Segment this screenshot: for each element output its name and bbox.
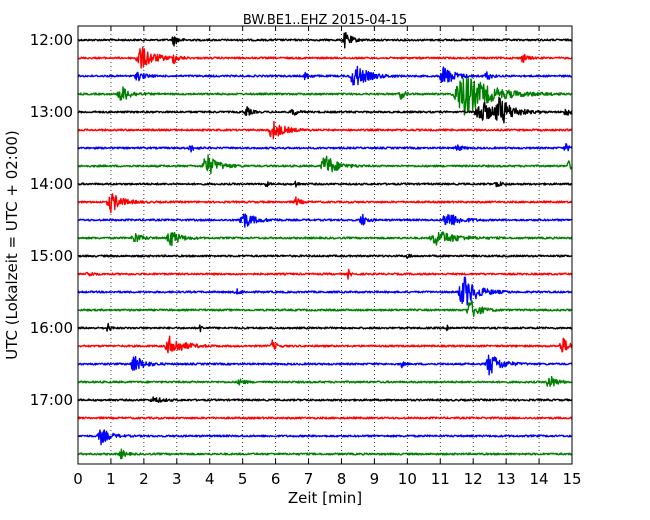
plot-frame xyxy=(77,25,573,465)
trace-1630 xyxy=(77,354,573,376)
trace-1615 xyxy=(77,335,573,354)
trace-1330 xyxy=(77,142,573,153)
x-tick-label: 4 xyxy=(205,470,215,488)
x-tick-label: 8 xyxy=(337,470,347,488)
trace-1645 xyxy=(77,375,573,387)
x-tick-label: 3 xyxy=(172,470,182,488)
trace-1200 xyxy=(77,31,573,49)
x-tick-label: 2 xyxy=(139,470,149,488)
x-tick-label: 12 xyxy=(464,470,483,488)
x-axis-label: Zeit [min] xyxy=(288,489,362,507)
y-tick-label: 15:00 xyxy=(30,247,73,265)
trace-1415 xyxy=(77,193,573,214)
trace-1515 xyxy=(77,268,573,280)
x-tick-label: 5 xyxy=(238,470,248,488)
trace-1745 xyxy=(77,448,573,460)
trace-1530 xyxy=(77,276,573,306)
x-tick-label: 0 xyxy=(73,470,83,488)
trace-1700 xyxy=(77,396,573,403)
y-tick-label: 16:00 xyxy=(30,319,73,337)
trace-1400 xyxy=(77,180,573,188)
trace-1315 xyxy=(77,120,573,140)
x-tick-label: 1 xyxy=(106,470,116,488)
x-tick-label: 11 xyxy=(431,470,450,488)
chart-title: BW.BE1..EHZ 2015-04-15 xyxy=(243,13,407,28)
trace-1500 xyxy=(77,253,573,259)
trace-1230 xyxy=(77,65,573,86)
trace-1545 xyxy=(77,300,573,318)
trace-1600 xyxy=(77,322,573,333)
trace-1715 xyxy=(77,416,573,420)
x-tick-label: 13 xyxy=(497,470,516,488)
y-axis-label: UTC (Lokalzeit = UTC + 02:00) xyxy=(3,130,21,360)
trace-1215 xyxy=(77,46,573,69)
x-tick-label: 14 xyxy=(530,470,549,488)
y-tick-label: 12:00 xyxy=(30,31,73,49)
trace-1345 xyxy=(77,154,573,175)
x-axis: 0 1 2 3 4 5 6 7 8 9 10 11 12 13 14 15 xyxy=(73,26,582,488)
y-tick-label: 13:00 xyxy=(30,103,73,121)
trace-1245 xyxy=(77,77,573,116)
trace-1300 xyxy=(77,96,573,124)
trace-1430 xyxy=(77,213,573,228)
x-tick-label: 10 xyxy=(398,470,417,488)
trace-1445 xyxy=(77,231,573,247)
y-axis: 12:00 13:00 14:00 15:00 16:00 17:00 xyxy=(30,31,572,409)
x-tick-label: 15 xyxy=(562,470,581,488)
x-tick-label: 9 xyxy=(370,470,380,488)
y-tick-label: 17:00 xyxy=(30,391,73,409)
x-tick-label: 7 xyxy=(304,470,314,488)
y-tick-label: 14:00 xyxy=(30,175,73,193)
x-tick-label: 6 xyxy=(271,470,281,488)
traces-group xyxy=(77,31,573,460)
trace-1730 xyxy=(77,429,573,446)
